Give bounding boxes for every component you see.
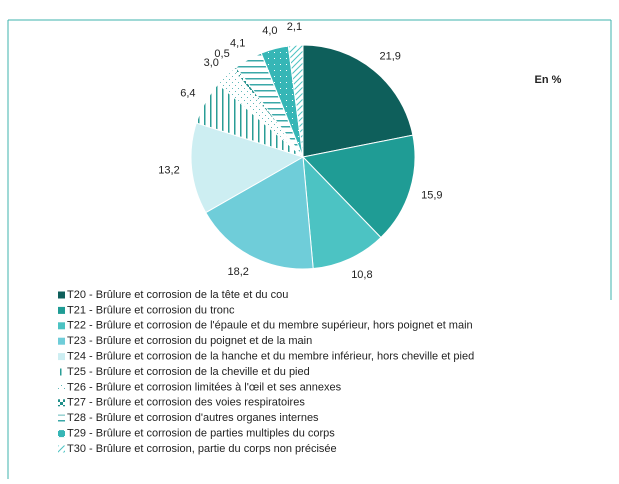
- legend-label: T24 - Brûlure et corrosion de la hanche …: [67, 351, 474, 363]
- pie-slice: [287, 44, 304, 158]
- legend-swatch: [58, 322, 65, 330]
- legend-label: T25 - Brûlure et corrosion de la chevill…: [67, 366, 310, 378]
- legend-swatch: [58, 445, 65, 453]
- value-label: 10,8: [351, 269, 372, 281]
- unit-label: En %: [535, 74, 562, 86]
- legend-swatch: [58, 399, 65, 407]
- legend-swatch: [58, 430, 65, 438]
- legend-label: T23 - Brûlure et corrosion du poignet et…: [67, 335, 312, 347]
- legend-swatch: [58, 383, 65, 391]
- pie-slice: [302, 44, 414, 158]
- value-label: 4,1: [230, 38, 245, 50]
- legend-swatch: [58, 291, 65, 299]
- value-label: 0,5: [214, 48, 229, 60]
- value-label: 18,2: [228, 266, 249, 278]
- value-label: 13,2: [158, 165, 179, 177]
- legend-swatch: [58, 306, 65, 314]
- frame: [7, 19, 612, 479]
- legend-label: T20 - Brûlure et corrosion de la tête et…: [67, 289, 288, 301]
- legend-label: T21 - Brûlure et corrosion du tronc: [67, 304, 235, 316]
- legend-label: T30 - Brûlure et corrosion, partie du co…: [67, 443, 337, 455]
- legend-label: T22 - Brûlure et corrosion de l'épaule e…: [67, 320, 473, 332]
- value-label: 3,0: [204, 57, 219, 69]
- value-label: 15,9: [421, 190, 442, 202]
- value-label: 21,9: [379, 50, 400, 62]
- legend-label: T28 - Brûlure et corrosion d'autres orga…: [67, 412, 319, 424]
- legend-label: T29 - Brûlure et corrosion de parties mu…: [67, 428, 335, 440]
- legend-label: T26 - Brûlure et corrosion limitées à l'…: [67, 381, 342, 393]
- legend-swatch: [58, 414, 65, 422]
- legend-swatch: [58, 337, 65, 345]
- legend-swatch: [58, 368, 65, 376]
- value-label: 6,4: [180, 87, 195, 99]
- value-label: 2,1: [287, 21, 302, 33]
- pie-slice: [302, 155, 382, 270]
- pie-slice: [205, 156, 314, 270]
- legend-swatch: [58, 353, 65, 361]
- pie-slice: [302, 134, 416, 239]
- value-label: 4,0: [262, 25, 277, 37]
- pie-slice: [190, 122, 305, 214]
- legend-label: T27 - Brûlure et corrosion des voies res…: [67, 397, 305, 409]
